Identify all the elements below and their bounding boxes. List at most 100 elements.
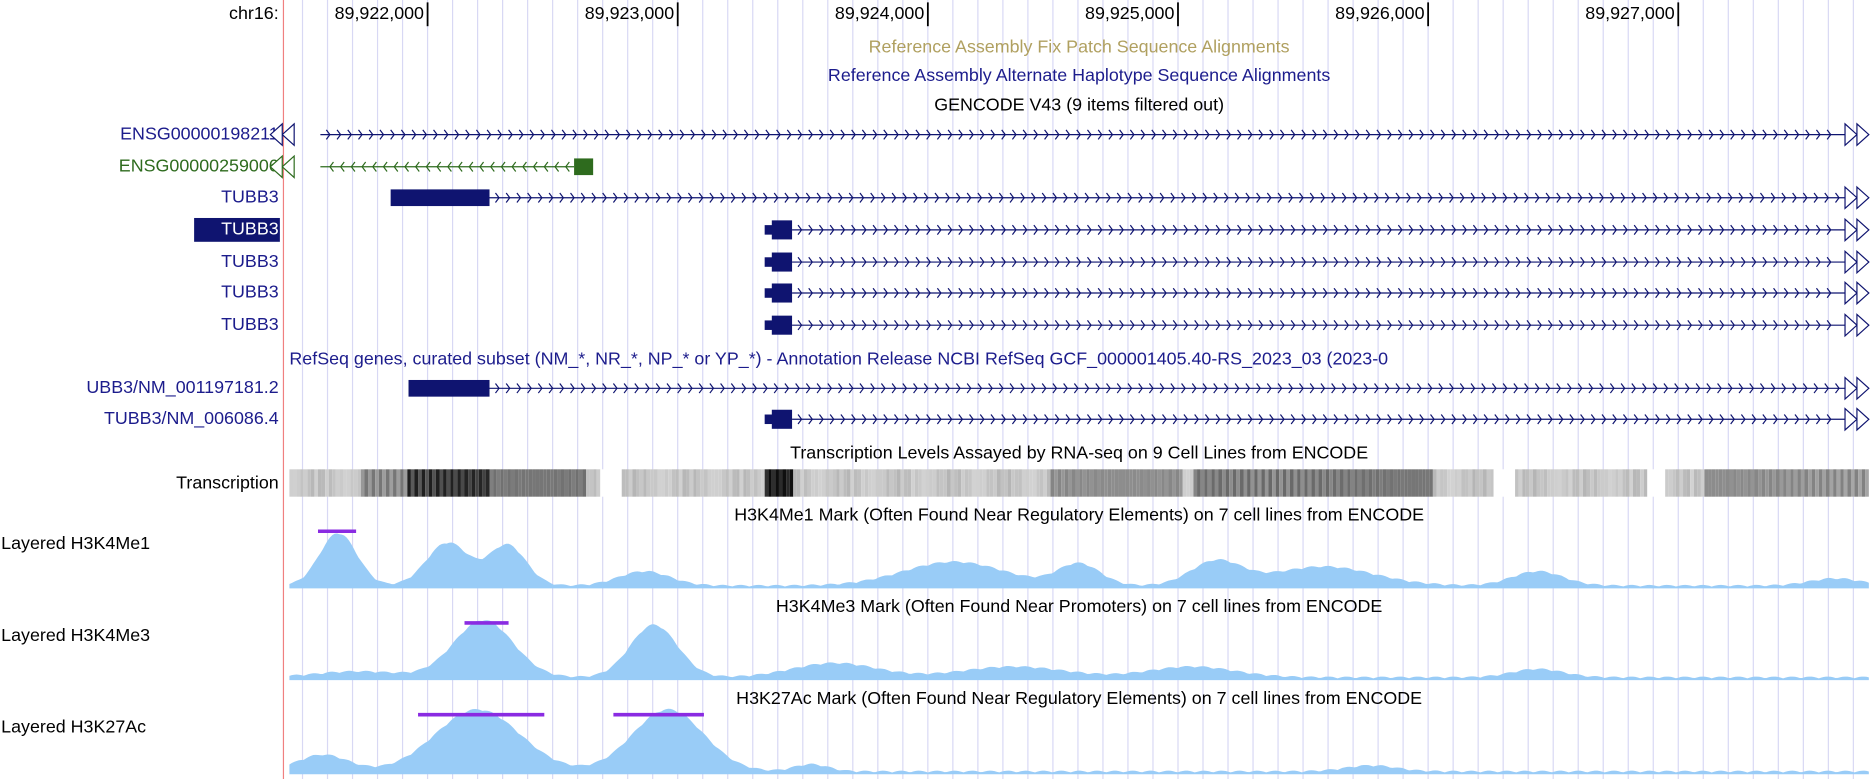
track-label[interactable]: Transcription — [176, 472, 279, 492]
heat-cell — [1268, 469, 1273, 497]
heat-cell — [850, 469, 855, 497]
heat-cell — [1079, 469, 1083, 497]
heat-cell — [843, 469, 847, 497]
heat-cell — [532, 469, 536, 497]
heat-cell — [418, 469, 422, 497]
heat-cell — [771, 469, 776, 497]
heat-cell — [1064, 469, 1069, 497]
heat-cell — [1604, 469, 1608, 497]
heat-cell — [1082, 469, 1087, 497]
heat-cell — [1107, 469, 1112, 497]
end-marker — [269, 122, 283, 147]
heat-cell — [707, 469, 712, 497]
heat-cell — [407, 469, 411, 497]
gene-label[interactable]: TUBB3 — [221, 186, 279, 206]
heat-cell — [528, 469, 533, 497]
heat-cell — [1118, 469, 1123, 497]
heat-cell — [364, 469, 369, 497]
heat-cell — [1350, 469, 1355, 497]
heat-cell — [435, 469, 440, 497]
heat-cell — [932, 469, 937, 497]
track-title[interactable]: H3K4Me3 Mark (Often Found Near Promoters… — [776, 596, 1383, 616]
gene-label[interactable]: TUBB3 — [221, 314, 279, 334]
heat-cell — [1304, 469, 1308, 497]
heat-cell — [753, 469, 758, 497]
heat-cell — [1300, 469, 1305, 497]
strand-arrows — [797, 320, 1832, 331]
heat-cell — [986, 469, 990, 497]
end-marker — [1844, 217, 1858, 242]
heat-cell — [1179, 469, 1183, 497]
heat-cell — [1393, 469, 1398, 497]
track-title[interactable]: Reference Assembly Fix Patch Sequence Al… — [869, 36, 1290, 56]
track-title[interactable]: RefSeq genes, curated subset (NM_*, NR_*… — [289, 348, 1388, 369]
heat-cell — [568, 469, 572, 497]
track-label[interactable]: Layered H3K27Ac — [1, 717, 146, 737]
track-title[interactable]: H3K27Ac Mark (Often Found Near Regulator… — [736, 688, 1422, 708]
heat-cell — [657, 469, 662, 497]
heat-cell — [510, 469, 515, 497]
heat-cell — [864, 469, 869, 497]
heat-cell — [1279, 469, 1283, 497]
heat-cell — [1522, 469, 1526, 497]
heat-cell — [1243, 469, 1248, 497]
gene-label[interactable]: ENSG00000259006 — [119, 155, 279, 175]
heat-cell — [1586, 469, 1591, 497]
heat-cell — [493, 469, 497, 497]
heat-cell — [1643, 469, 1648, 497]
heat-cell — [400, 469, 404, 497]
heat-cell — [1404, 469, 1408, 497]
exon — [764, 320, 774, 330]
heat-cell — [1307, 469, 1312, 497]
heat-cell — [1418, 469, 1423, 497]
heat-cell — [343, 469, 347, 497]
track-title[interactable]: Reference Assembly Alternate Haplotype S… — [828, 65, 1330, 85]
heat-cell — [611, 469, 615, 497]
heat-cell — [1808, 469, 1812, 497]
signal-area — [289, 620, 1869, 681]
heat-cell — [678, 469, 683, 497]
heat-cell — [1247, 469, 1251, 497]
heat-cell — [346, 469, 351, 497]
heat-cell — [432, 469, 436, 497]
gene-label[interactable]: TUBB3 — [221, 251, 279, 271]
heat-cell — [1511, 469, 1516, 497]
gene-label[interactable]: ENSG00000198211 — [120, 123, 279, 143]
track-title[interactable]: H3K4Me1 Mark (Often Found Near Regulator… — [734, 504, 1424, 524]
gene-label[interactable]: TUBB3 — [221, 282, 279, 302]
heat-cell — [1154, 469, 1158, 497]
heat-cell — [1479, 469, 1483, 497]
heat-cell — [1000, 469, 1005, 497]
heat-cell — [1472, 469, 1476, 497]
heat-cell — [1257, 469, 1262, 497]
heat-cell — [1272, 469, 1276, 497]
heat-cell — [1668, 469, 1673, 497]
heat-cell — [307, 469, 311, 497]
heat-cell — [1504, 469, 1508, 497]
track-title[interactable]: GENCODE V43 (9 items filtered out) — [934, 95, 1224, 115]
exon — [771, 315, 793, 335]
heat-cell — [757, 469, 762, 497]
heat-cell — [1032, 469, 1037, 497]
end-marker — [1844, 185, 1858, 210]
heat-cell — [314, 469, 318, 497]
heat-cell — [1354, 469, 1358, 497]
track-title[interactable]: Transcription Levels Assayed by RNA-seq … — [790, 443, 1368, 463]
gene-label[interactable]: TUBB3/NM_006086.4 — [104, 408, 279, 429]
track-label[interactable]: Layered H3K4Me1 — [1, 533, 150, 553]
heat-cell — [525, 469, 529, 497]
heat-cell — [539, 469, 544, 497]
heat-cell — [1625, 469, 1630, 497]
gene-label[interactable]: UBB3/NM_001197181.2 — [86, 377, 278, 398]
strand-arrows — [797, 256, 1832, 268]
features: 89,922,000 89,923,000 89,924,000 89,925,000… — [86, 2, 1870, 775]
heat-cell — [1232, 469, 1237, 497]
heat-cell — [1286, 469, 1290, 497]
heat-cell — [1086, 469, 1090, 497]
heat-cell — [1189, 469, 1194, 497]
heat-cell — [775, 469, 779, 497]
exon — [390, 189, 490, 207]
track-label[interactable]: Layered H3K4Me3 — [1, 625, 150, 645]
gene-label[interactable]: TUBB3 — [221, 219, 279, 239]
heat-cell — [514, 469, 519, 497]
